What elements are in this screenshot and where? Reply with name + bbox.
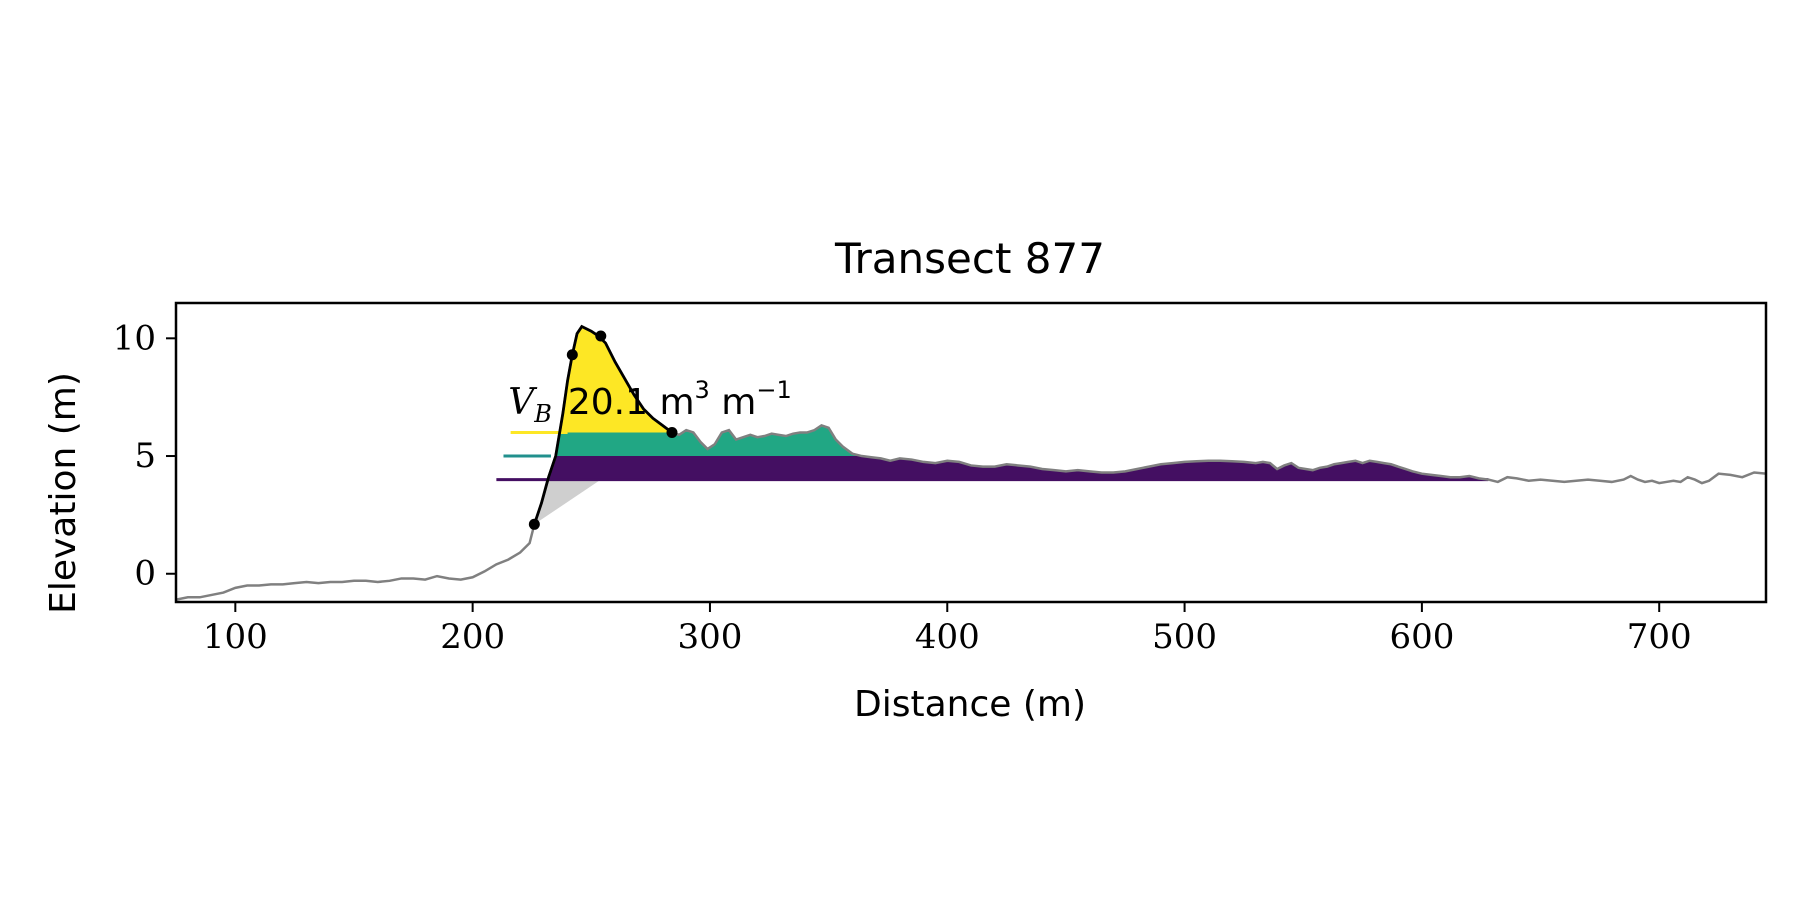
profile-line xyxy=(176,324,1766,601)
y-axis-label: Elevation (m) xyxy=(43,372,84,614)
x-tick-label-2: 300 xyxy=(678,617,743,657)
annotation-superscript-1: 3 xyxy=(695,376,710,404)
axis-ticks: 100 200 300 400 500 600 700 0 5 10 xyxy=(113,318,1692,657)
dune-point-3 xyxy=(666,426,678,438)
y-tick-label-2: 10 xyxy=(113,318,156,358)
dune-point-1 xyxy=(566,349,578,361)
plot-frame xyxy=(174,301,1768,604)
x-tick-label-4: 500 xyxy=(1152,617,1217,657)
x-axis-label: Distance (m) xyxy=(854,684,1086,725)
chart-title: Transect 877 xyxy=(834,234,1105,283)
y-tick-label-1: 5 xyxy=(134,436,156,476)
base-wedge xyxy=(534,479,601,525)
x-tick-label-1: 200 xyxy=(440,617,505,657)
plot-area xyxy=(176,324,1766,601)
annotation-subscript: B xyxy=(533,400,552,428)
annotation-superscript-2: −1 xyxy=(756,376,791,404)
x-tick-label-3: 400 xyxy=(915,617,980,657)
x-tick-label-6: 700 xyxy=(1627,617,1692,657)
annotation-symbol: V xyxy=(508,382,538,423)
dune-line xyxy=(533,324,673,525)
annotation-value: 20.1 m xyxy=(568,382,695,423)
x-tick-label-0: 100 xyxy=(203,617,268,657)
dune-point-2 xyxy=(595,330,607,342)
band-high xyxy=(560,326,672,433)
volume-annotation: VB 20.1 m3 m−1 xyxy=(508,376,791,428)
annotation-unit: m xyxy=(710,382,757,423)
dune-point-0 xyxy=(528,518,540,530)
x-tick-label-5: 600 xyxy=(1389,617,1454,657)
y-tick-label-0: 0 xyxy=(134,554,156,594)
